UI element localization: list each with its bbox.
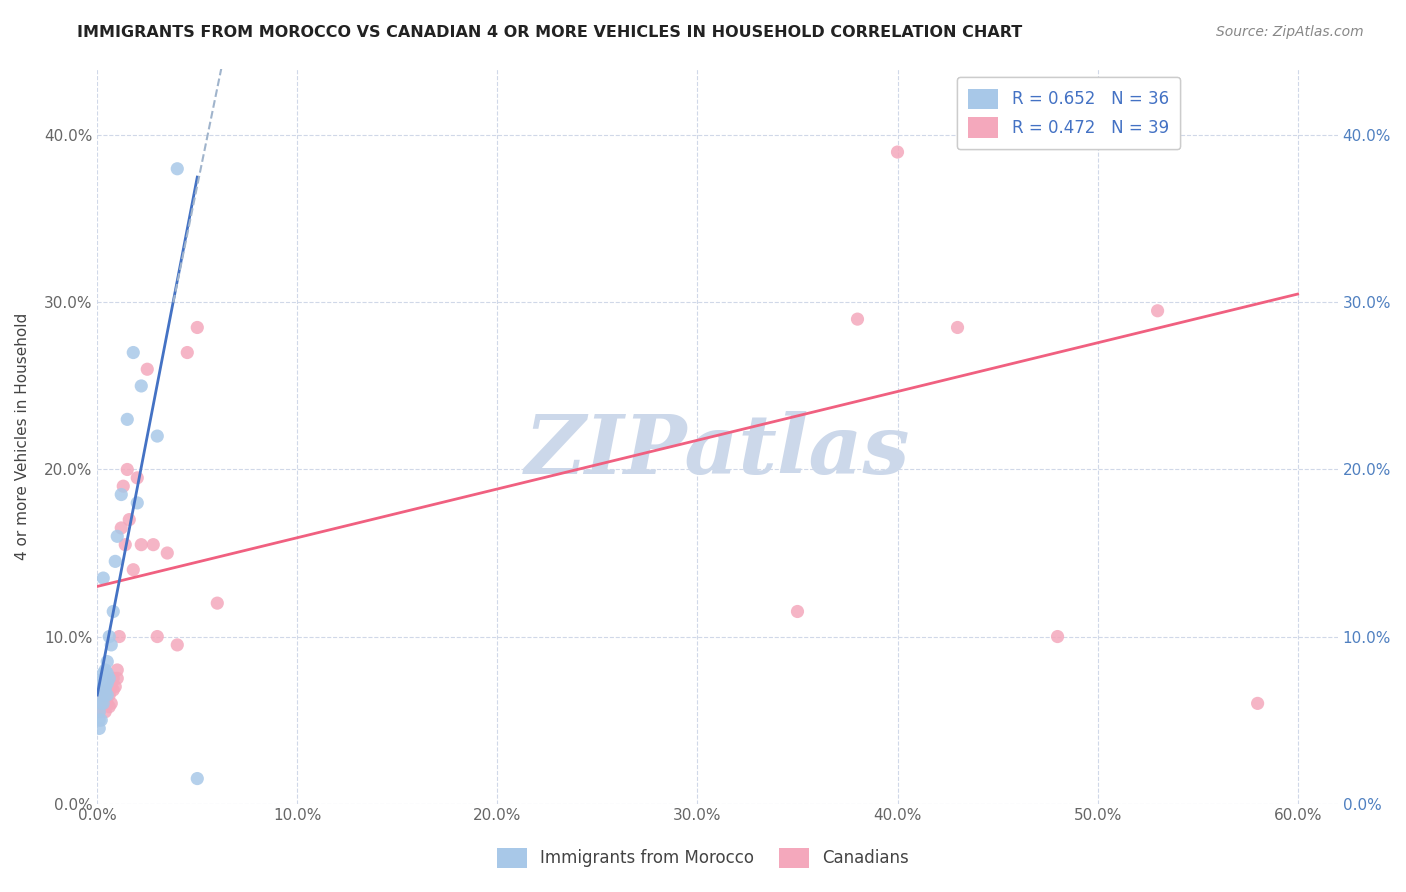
Point [166,638,188,652]
Point [89,713,111,727]
Point [129,538,152,552]
Point [96,697,118,711]
Point [786,605,808,619]
Point [94,663,117,677]
Point [96,676,118,690]
Point [186,320,208,334]
Point [156,546,179,560]
Point [118,513,141,527]
Point [846,312,869,326]
Point [89,705,111,719]
Point [91,688,114,702]
Point [127,471,149,485]
Point [94,671,117,685]
Point [90,697,112,711]
Point [176,345,198,359]
Point [91,697,114,711]
Point [94,705,117,719]
Point [166,161,188,176]
Point [103,671,125,685]
Point [91,680,114,694]
Point [96,655,118,669]
Text: Source: ZipAtlas.com: Source: ZipAtlas.com [1216,25,1364,39]
Point [110,521,132,535]
Point [90,713,112,727]
Point [90,683,112,698]
Point [89,722,111,736]
Point [114,538,136,552]
Point [98,699,121,714]
Point [112,479,135,493]
Point [96,688,118,702]
Text: ZIPatlas: ZIPatlas [524,411,910,491]
Point [91,666,114,681]
Legend: Immigrants from Morocco, Canadians: Immigrants from Morocco, Canadians [491,841,915,875]
Point [103,605,125,619]
Point [94,683,117,698]
Point [98,630,121,644]
Point [186,772,208,786]
Point [105,529,128,543]
Point [1246,697,1268,711]
Point [142,538,165,552]
Point [94,688,117,702]
Point [100,638,122,652]
Y-axis label: 4 or more Vehicles in Household: 4 or more Vehicles in Household [15,312,30,559]
Point [146,429,169,443]
Point [117,462,139,476]
Text: IMMIGRANTS FROM MOROCCO VS CANADIAN 4 OR MORE VEHICLES IN HOUSEHOLD CORRELATION : IMMIGRANTS FROM MOROCCO VS CANADIAN 4 OR… [77,25,1022,40]
Point [96,666,118,681]
Point [96,683,118,698]
Point [98,671,121,685]
Point [91,671,114,685]
Point [104,680,127,694]
Point [91,676,114,690]
Point [100,697,122,711]
Point [100,680,122,694]
Point [117,412,139,426]
Point [129,379,152,393]
Point [110,487,132,501]
Point [104,554,127,568]
Point [91,571,114,585]
Point [122,563,145,577]
Point [105,671,128,685]
Point [146,630,169,644]
Point [90,697,112,711]
Point [886,145,908,159]
Point [90,688,112,702]
Legend: R = 0.652   N = 36, R = 0.472   N = 39: R = 0.652 N = 36, R = 0.472 N = 39 [956,77,1181,149]
Point [122,345,145,359]
Point [108,630,131,644]
Point [1146,303,1168,318]
Point [946,320,969,334]
Point [136,362,159,376]
Point [207,596,229,610]
Point [127,496,149,510]
Point [1046,630,1069,644]
Point [103,683,125,698]
Point [94,680,117,694]
Point [105,663,128,677]
Point [89,705,111,719]
Point [98,688,121,702]
